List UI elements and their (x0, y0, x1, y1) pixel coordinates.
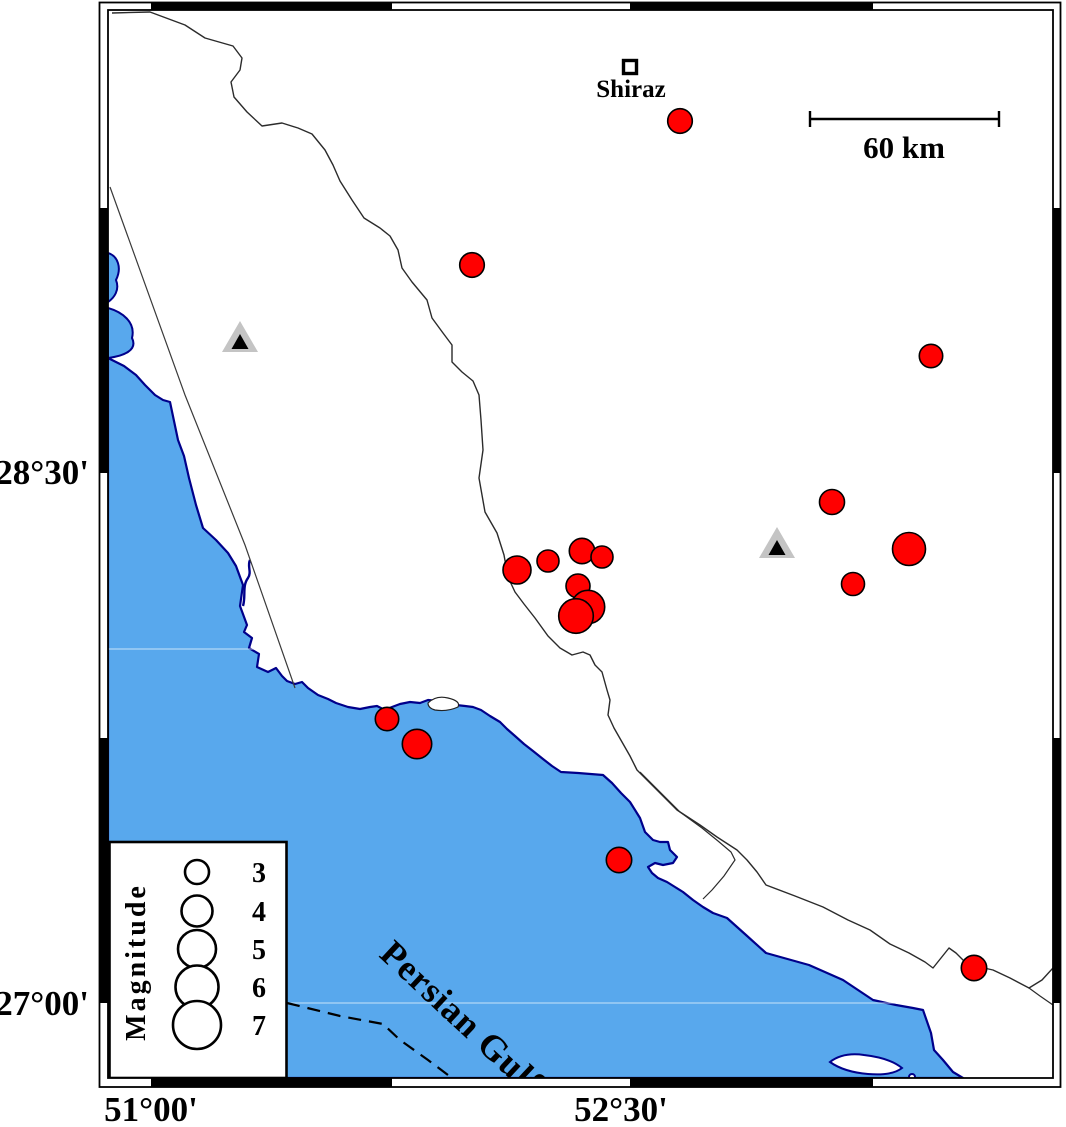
frame-outer-line (98, 1, 1062, 1088)
city-label: Shiraz (596, 76, 665, 103)
island (828, 1053, 904, 1076)
earthquake-epicenter (536, 549, 560, 573)
legend-title: Magnitude (121, 883, 152, 1041)
earthquake-epicenter (840, 571, 866, 597)
earthquake-epicenter (401, 728, 433, 760)
coastline-detail-branch (639, 771, 736, 900)
earthquake-epicenter (502, 555, 532, 585)
bathymetry-dashed-line (286, 1001, 453, 1078)
lagoon (108, 306, 135, 360)
legend-magnitude-label: 4 (252, 897, 266, 928)
axis-label-lat-2700: 27°00' (0, 984, 89, 1023)
earthquake-epicenter (666, 107, 694, 135)
legend-circles (171, 858, 223, 1051)
legend-magnitude-label: 5 (252, 935, 266, 966)
frame-tick-segment (99, 738, 108, 1003)
coastline-detail (111, 11, 1053, 989)
earthquake-epicenter (590, 545, 614, 569)
persian-gulf-sea (108, 356, 965, 1078)
coastal-channel (241, 559, 252, 607)
legend-labels: 3 4 5 6 7 (252, 858, 266, 1042)
station-triangle-inner (231, 334, 249, 349)
earthquake-epicenter (891, 531, 927, 567)
earthquake-epicenter (818, 488, 846, 516)
boundary-line (109, 186, 296, 689)
frame-inner-line (107, 9, 1054, 1079)
earthquake-epicenter (458, 251, 486, 279)
legend-magnitude-label: 6 (252, 973, 266, 1004)
earthquake-epicenter (918, 343, 944, 369)
earthquake-epicenter (374, 706, 400, 732)
scale-bar (808, 111, 1001, 127)
axis-label-lat-2830: 28°30' (0, 453, 89, 492)
legend-magnitude-circle (180, 894, 214, 928)
coastal-lagoon-island (427, 696, 460, 712)
map-frame (98, 1, 1062, 1088)
frame-tick-segment (1053, 738, 1061, 1003)
legend-magnitude-label: 3 (252, 858, 266, 889)
scale-bar-label: 60 km (863, 130, 945, 165)
map-interior: Persian Gulf Shiraz 60 km Magnitude 3456… (108, 11, 1053, 1078)
islet (908, 1073, 916, 1078)
seismic-stations (222, 321, 795, 558)
frame-tick-segment (151, 2, 392, 10)
frame-tick-segment (99, 208, 108, 473)
station-triangle-inner (768, 540, 786, 555)
earthquake-epicenter (557, 597, 595, 635)
earthquake-epicenters (374, 107, 988, 982)
frame-tick-segment (151, 1078, 392, 1087)
magnitude-legend: Magnitude 3 4 5 6 7 (108, 840, 288, 1078)
lagoon (108, 251, 120, 304)
frame-tick-segment (630, 1078, 873, 1087)
frame-tick-segment (630, 2, 873, 10)
legend-magnitude-label: 7 (252, 1011, 266, 1042)
legend-magnitude-circle (176, 928, 218, 970)
axis-label-lon-5230: 52°30' (574, 1090, 668, 1127)
earthquake-epicenter (605, 846, 633, 874)
axis-label-lon-5100: 51°00' (104, 1090, 198, 1127)
legend-magnitude-circle (183, 858, 211, 886)
legend-magnitude-circle (171, 999, 223, 1051)
earthquake-epicenter (960, 954, 988, 982)
city-marker-square (621, 58, 639, 76)
frame-tick-segment (1053, 208, 1061, 473)
coastline-detail-branch (1028, 987, 1053, 1006)
